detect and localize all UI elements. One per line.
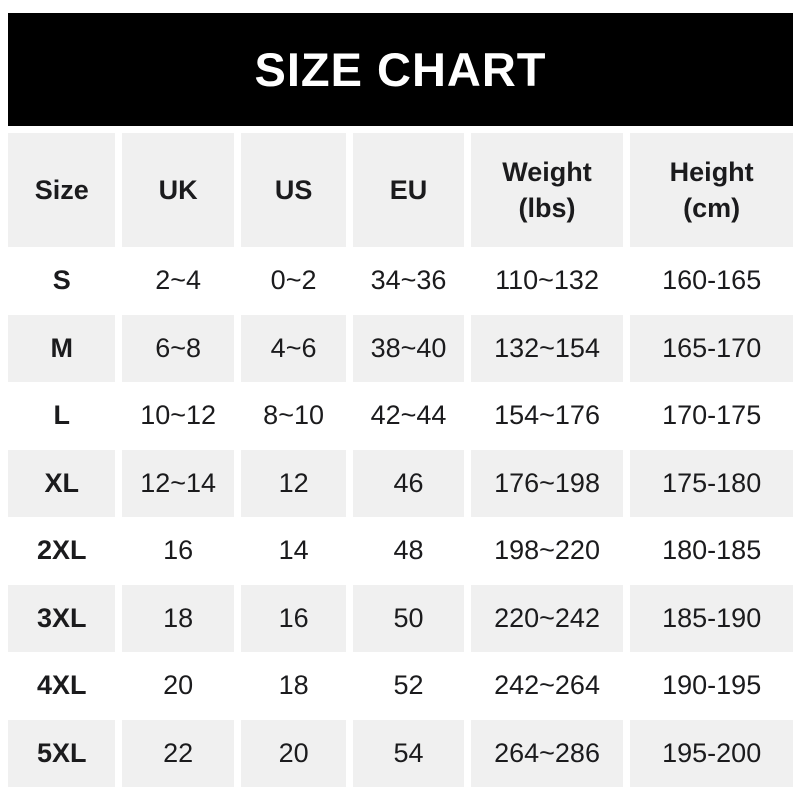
header-cell: UK [122,133,234,247]
table-cell: 154~176 [470,382,624,450]
size-cell: 2XL [8,517,116,585]
table-cell: 132~154 [470,314,624,382]
table-cell: 46 [353,449,464,517]
size-cell: XL [8,449,116,517]
table-cell: 8~10 [240,382,347,450]
table-cell: 42~44 [353,382,464,450]
table-cell: 185-190 [630,584,793,652]
table-cell: 12 [240,449,347,517]
table-cell: 18 [240,652,347,720]
table-cell: 160-165 [630,247,793,315]
table-cell: 2~4 [122,247,234,315]
table-cell: 4~6 [240,314,347,382]
table-cell: 264~286 [470,719,624,787]
table-cell: 242~264 [470,652,624,720]
table-cell: 220~242 [470,584,624,652]
table-cell: 20 [122,652,234,720]
table-cell: 14 [240,517,347,585]
table-cell: 110~132 [470,247,624,315]
table-cell: 54 [353,719,464,787]
header-cell: EU [353,133,464,247]
header-cell: Weight (lbs) [470,133,624,247]
table-cell: 16 [240,584,347,652]
table-cell: 22 [122,719,234,787]
table-cell: 52 [353,652,464,720]
size-chart-title: SIZE CHART [254,43,547,96]
table-cell: 176~198 [470,449,624,517]
table-cell: 195-200 [630,719,793,787]
table-cell: 38~40 [353,314,464,382]
table-cell: 50 [353,584,464,652]
size-cell: L [8,382,116,450]
size-chart-banner: SIZE CHART [8,13,793,126]
table-cell: 34~36 [353,247,464,315]
table-cell: 198~220 [470,517,624,585]
table-cell: 180-185 [630,517,793,585]
size-table: Size UK US EU Weight (lbs) Height (cm) S 2~4 0~2… [8,133,793,787]
size-cell: M [8,314,116,382]
size-cell: 4XL [8,652,116,720]
size-cell: 3XL [8,584,116,652]
table-cell: 18 [122,584,234,652]
header-cell: Height (cm) [630,133,793,247]
size-cell: S [8,247,116,315]
table-cell: 48 [353,517,464,585]
table-cell: 20 [240,719,347,787]
table-cell: 175-180 [630,449,793,517]
table-cell: 190-195 [630,652,793,720]
table-cell: 10~12 [122,382,234,450]
table-cell: 165-170 [630,314,793,382]
table-cell: 12~14 [122,449,234,517]
table-cell: 6~8 [122,314,234,382]
size-cell: 5XL [8,719,116,787]
table-cell: 0~2 [240,247,347,315]
header-cell: Size [8,133,116,247]
table-cell: 16 [122,517,234,585]
table-cell: 170-175 [630,382,793,450]
header-cell: US [240,133,347,247]
